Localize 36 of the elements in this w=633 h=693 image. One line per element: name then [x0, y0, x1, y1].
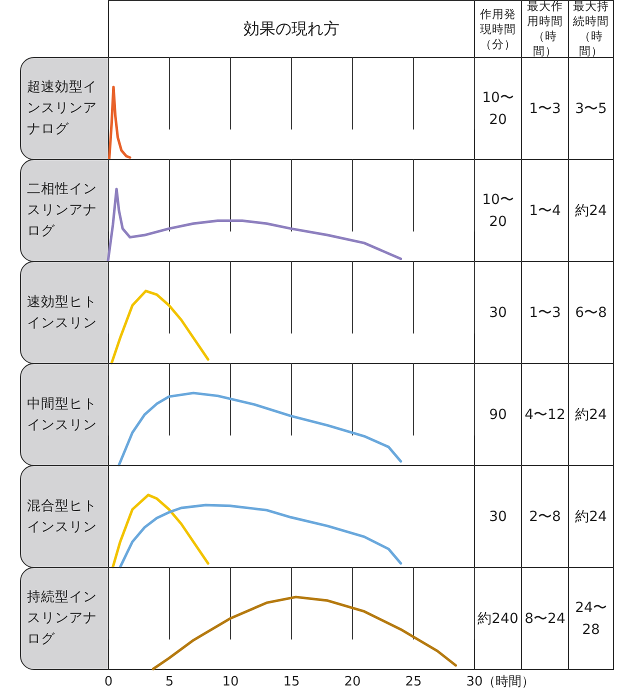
text: 約240	[478, 610, 518, 628]
text: 10〜20	[481, 88, 515, 130]
text: 30	[489, 508, 507, 526]
x-tick-label: 30	[466, 674, 483, 690]
text: 約24	[575, 508, 607, 526]
text: 24〜28	[574, 598, 608, 640]
text: 6〜8	[575, 304, 607, 322]
y-axis-title: 二相性インスリンアナログ	[27, 180, 98, 241]
y-axis-title: 速効型ヒトインスリン	[27, 292, 98, 332]
x-tick-label: 0	[104, 674, 113, 690]
y-axis-title: 中間型ヒトインスリン	[27, 394, 98, 434]
text: 最大作用時間（時間）	[526, 0, 564, 59]
x-tick-label: 20	[344, 674, 361, 690]
text: 10〜20	[481, 190, 515, 232]
text: 約24	[575, 202, 607, 220]
text: 1〜3	[529, 304, 561, 322]
text: 30	[489, 304, 507, 322]
y-axis-title: 超速効型インスリンアナログ	[27, 78, 98, 139]
text: 約24	[575, 406, 607, 424]
x-axis-title: （時間）	[482, 674, 534, 690]
text: 1〜4	[529, 202, 561, 220]
x-tick-label: 10	[222, 674, 239, 690]
text: 8〜24	[524, 610, 566, 628]
text: 3〜5	[575, 100, 607, 118]
text: 作用発現時間（分）	[480, 6, 516, 52]
text: 90	[489, 406, 507, 424]
y-axis-title: 持続型インスリンアナログ	[27, 588, 98, 649]
text: 効果の現れ方	[244, 18, 340, 40]
x-tick-label: 5	[165, 674, 174, 690]
text: 2〜8	[529, 508, 561, 526]
text: 4〜12	[524, 406, 566, 424]
x-tick-label: 15	[283, 674, 300, 690]
text: 最大持続時間（時間）	[572, 0, 610, 59]
text: 1〜3	[529, 100, 561, 118]
x-tick-label: 25	[405, 674, 422, 690]
y-axis-title: 混合型ヒトインスリン	[27, 496, 98, 536]
